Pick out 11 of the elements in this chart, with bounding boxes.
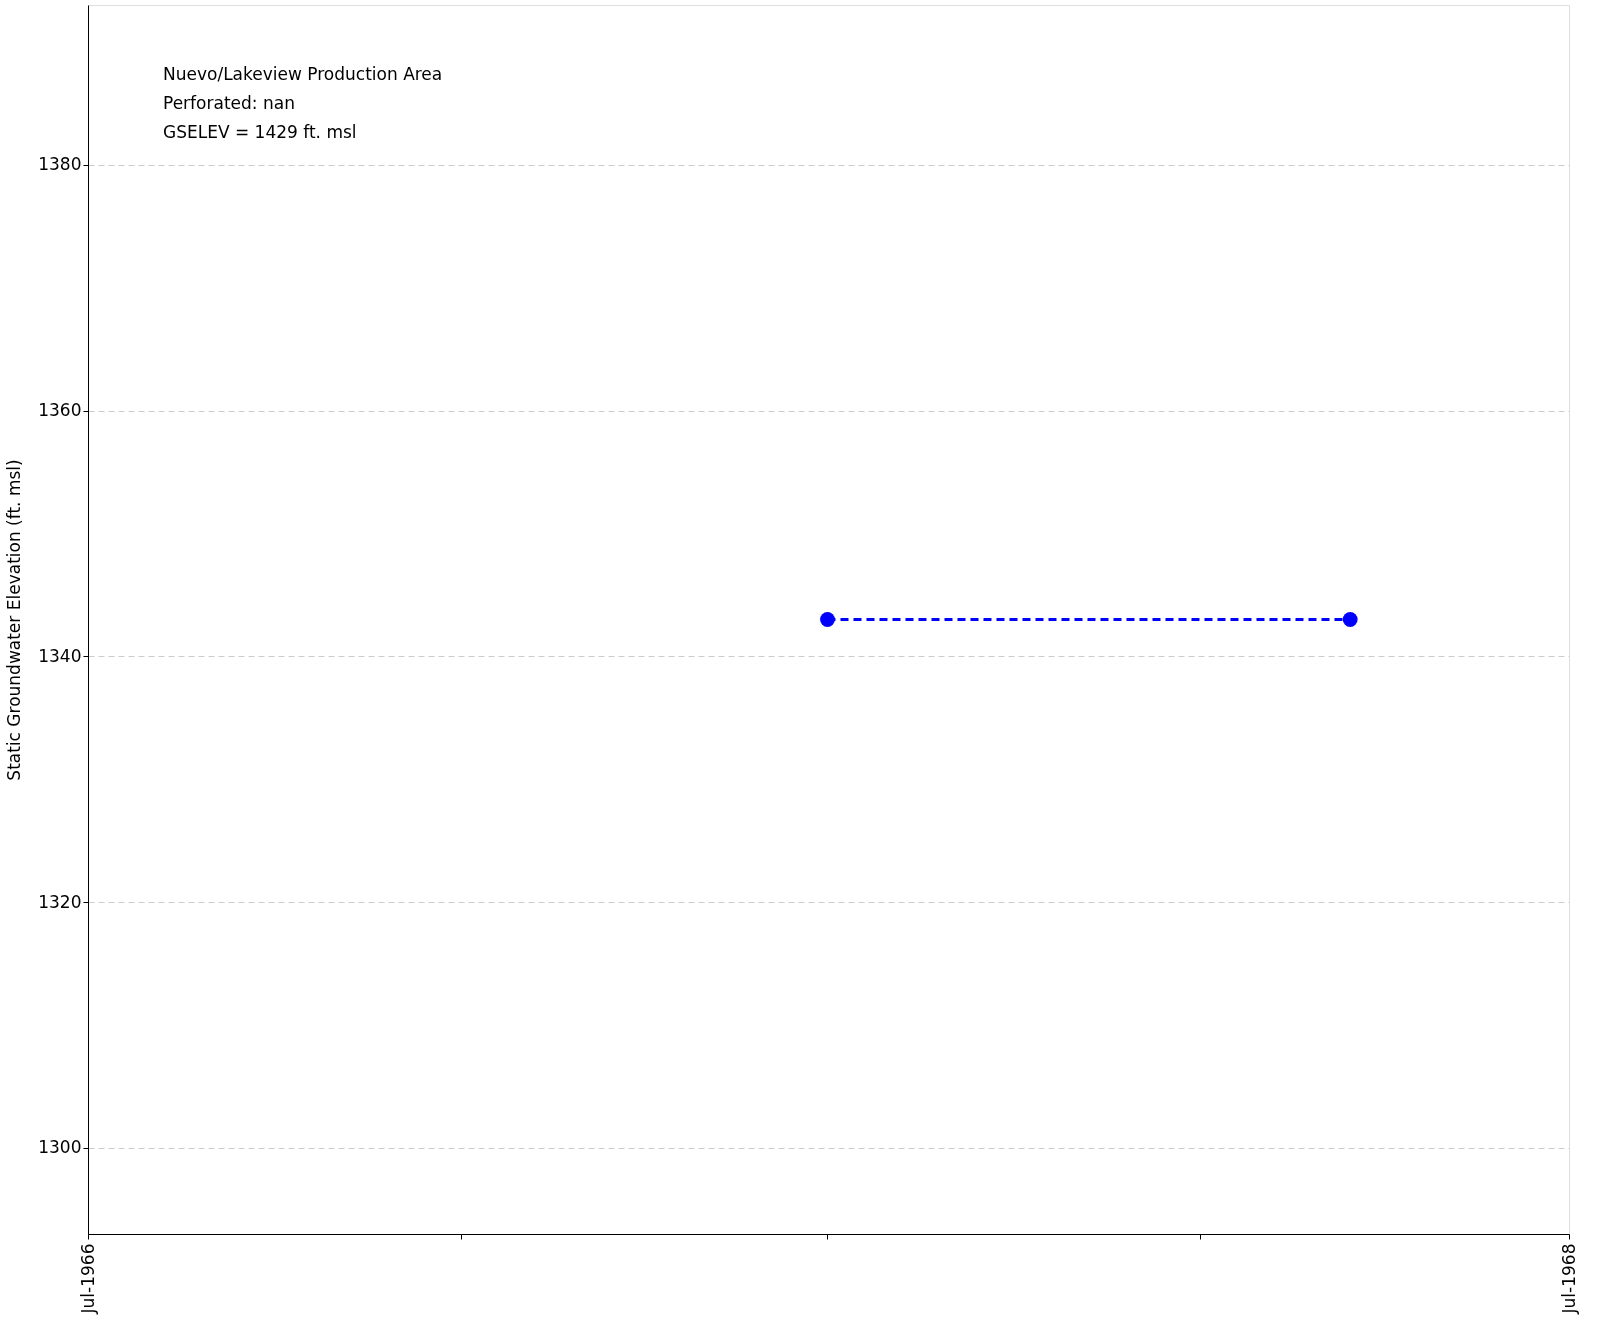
y-tick-label: 1360 — [38, 400, 82, 421]
annotation: Perforated: nan — [163, 93, 295, 113]
annotation: GSELEV = 1429 ft. msl — [163, 122, 357, 142]
x-tick-label: Jul-1968 — [1558, 1243, 1579, 1315]
y-axis-title: Static Groundwater Elevation (ft. msl) — [4, 459, 25, 781]
x-tick-label: Jul-1966 — [77, 1243, 98, 1315]
y-tick-label: 1380 — [38, 154, 82, 175]
y-tick-label: 1320 — [38, 891, 82, 912]
y-tick-label: 1340 — [38, 645, 82, 666]
annotation: Nuevo/Lakeview Production Area — [163, 64, 443, 84]
y-tick-label: 1300 — [38, 1137, 82, 1158]
